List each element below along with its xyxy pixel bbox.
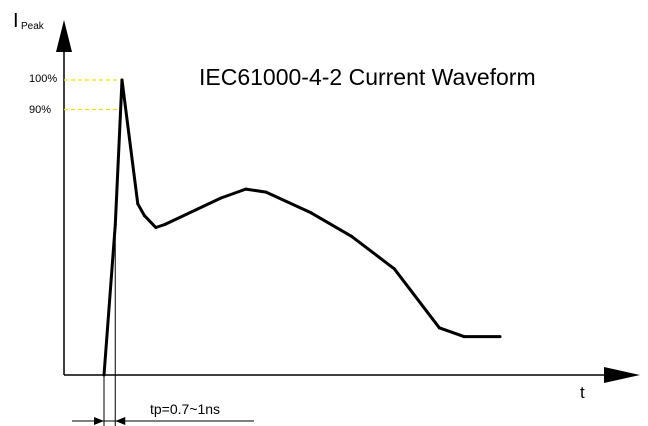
waveform-point-8 — [244, 187, 248, 191]
waveform-point-1 — [113, 223, 117, 226]
tp-arrow-right — [115, 417, 126, 425]
waveform-line — [102, 78, 500, 376]
y-axis-arrow — [56, 20, 72, 52]
waveform-point-5 — [154, 226, 158, 229]
tp-arrow-left — [94, 417, 104, 425]
y-axis-label: I — [13, 10, 19, 32]
chart-title: IEC61000-4-2 Current Waveform — [199, 64, 536, 90]
waveform-point-9 — [264, 190, 268, 194]
waveform-point-14 — [462, 335, 466, 339]
x-axis-label: t — [580, 383, 585, 402]
ytick-label-100: 100% — [29, 73, 57, 85]
waveform-point-10 — [309, 211, 313, 215]
waveform-point-7 — [219, 196, 223, 200]
waveform-point-15 — [498, 335, 502, 339]
waveform-point-13 — [437, 326, 441, 330]
waveform-point-4 — [143, 214, 146, 218]
waveform-point-12 — [392, 267, 396, 271]
waveform-point-11 — [350, 234, 353, 238]
y-axis-label-sub: Peak — [21, 21, 45, 32]
tp-annotation: tp=0.7~1ns — [150, 401, 220, 417]
ytick-label-90: 90% — [29, 104, 51, 116]
waveform-point-6 — [163, 223, 167, 226]
x-axis-arrow — [604, 367, 640, 383]
waveform-point-3 — [136, 202, 140, 206]
waveform-point-2 — [120, 78, 124, 82]
